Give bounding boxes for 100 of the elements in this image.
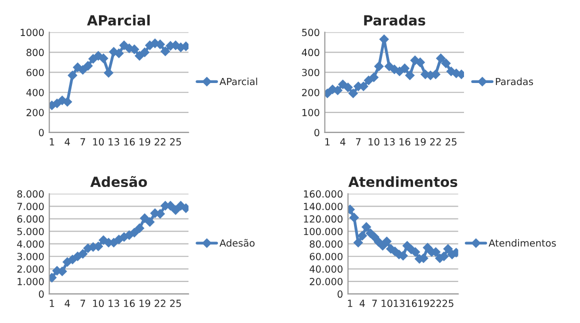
x-tick-label: 10 — [382, 300, 392, 308]
x-tick-label: 13 — [384, 138, 395, 146]
y-tick-label: 40.000 — [310, 265, 342, 273]
point — [374, 61, 384, 72]
x-tick-label: 19 — [415, 138, 426, 146]
legend-label: Adesão — [220, 238, 255, 247]
point — [348, 88, 358, 98]
point — [400, 63, 410, 74]
x-tick-label: 22 — [154, 138, 166, 146]
point — [353, 238, 364, 248]
x-tick-label: 13 — [108, 300, 120, 308]
x-tick-label: 19 — [418, 300, 430, 308]
x-tick-label: 10 — [93, 138, 104, 146]
x-tick-label: 7 — [356, 138, 361, 146]
y-tick-label: 7.000 — [17, 202, 44, 210]
y-tick-label: 140.000 — [304, 202, 342, 210]
point — [368, 72, 379, 82]
y-tick-label: 200 — [302, 88, 320, 96]
y-tick-label: 4.000 — [17, 240, 44, 248]
point — [404, 70, 415, 80]
y-tick-label: 6.000 — [17, 215, 44, 223]
chart-title: Adesão — [90, 176, 147, 188]
y-tick-label: 3.000 — [17, 252, 44, 260]
y-tick-label: 160.000 — [304, 190, 342, 198]
x-tick-label: 19 — [140, 300, 150, 308]
x-tick-label: 16 — [406, 300, 417, 308]
x-tick-label: 13 — [108, 138, 120, 146]
y-tick-label: 0 — [38, 128, 44, 136]
x-tick-label: 10 — [368, 138, 380, 146]
legend-label: Paradas — [496, 78, 534, 86]
x-tick-label: 22 — [430, 300, 441, 307]
chart-title: AParcial — [87, 14, 150, 26]
point — [140, 47, 150, 58]
point — [144, 217, 155, 227]
y-tick-label: 400 — [302, 48, 320, 56]
y-tick-label: 500 — [302, 28, 320, 36]
point — [78, 248, 88, 259]
x-tick-label: 1 — [50, 300, 54, 307]
y-tick-label: 0 — [38, 290, 44, 298]
x-tick-label: 4 — [360, 300, 365, 307]
x-tick-label: 7 — [80, 138, 86, 146]
point — [349, 212, 360, 222]
point — [83, 60, 93, 71]
x-tick-label: 13 — [394, 300, 404, 308]
x-tick-label: 25 — [446, 138, 456, 146]
x-tick-label: 1 — [50, 138, 54, 146]
x-tick-label: 4 — [340, 138, 346, 146]
point — [78, 64, 88, 75]
x-tick-label: 7 — [80, 300, 86, 307]
y-tick-label: 20.000 — [310, 278, 342, 286]
y-tick-label: 200 — [26, 108, 44, 116]
x-tick-label: 25 — [170, 138, 181, 146]
point — [382, 236, 392, 246]
point — [361, 222, 372, 232]
x-tick-label: 1 — [348, 300, 352, 307]
point — [441, 58, 451, 68]
legend-label: AParcial — [220, 78, 258, 86]
chart-title: Atendimentos — [348, 176, 458, 188]
x-tick-label: 22 — [430, 138, 441, 146]
point — [415, 57, 426, 68]
point — [160, 46, 170, 56]
point — [357, 230, 368, 241]
x-tick-label: 19 — [140, 138, 150, 146]
y-tick-label: 1000 — [20, 28, 44, 36]
y-tick-label: 400 — [26, 88, 44, 96]
point — [343, 82, 353, 92]
y-tick-label: 2.000 — [17, 265, 44, 273]
y-tick-label: 60.000 — [310, 252, 342, 260]
y-tick-label: 5.000 — [17, 228, 44, 236]
y-tick-label: 8.000 — [17, 190, 44, 198]
x-tick-label: 25 — [442, 300, 454, 308]
x-tick-label: 16 — [124, 138, 135, 146]
y-tick-label: 800 — [26, 48, 44, 56]
point — [170, 205, 181, 215]
y-tick-label: 120.000 — [304, 215, 342, 223]
point — [134, 50, 144, 61]
point — [436, 53, 446, 64]
point — [129, 228, 140, 238]
point — [98, 53, 108, 64]
point — [140, 213, 150, 224]
x-tick-label: 25 — [170, 300, 181, 308]
y-tick-label: 0 — [314, 128, 320, 136]
x-tick-label: 10 — [93, 300, 104, 308]
point — [134, 223, 144, 234]
y-tick-label: 100 — [302, 108, 320, 116]
y-tick-label: 80.000 — [310, 240, 342, 248]
y-tick-label: 0 — [338, 290, 342, 298]
y-tick-label: 1.000 — [18, 278, 44, 286]
point — [68, 70, 78, 80]
legend-label: Atendimentos — [488, 239, 556, 247]
x-tick-label: 16 — [400, 138, 410, 146]
y-tick-label: 100.000 — [304, 228, 342, 236]
y-tick-label: 600 — [26, 68, 44, 76]
x-tick-label: 16 — [124, 300, 135, 308]
point — [443, 244, 453, 254]
x-tick-label: 7 — [372, 300, 377, 307]
x-tick-label: 1 — [325, 138, 330, 146]
y-tick-label: 300 — [302, 68, 320, 76]
x-tick-label: 4 — [64, 300, 70, 307]
x-tick-label: 4 — [64, 138, 70, 146]
